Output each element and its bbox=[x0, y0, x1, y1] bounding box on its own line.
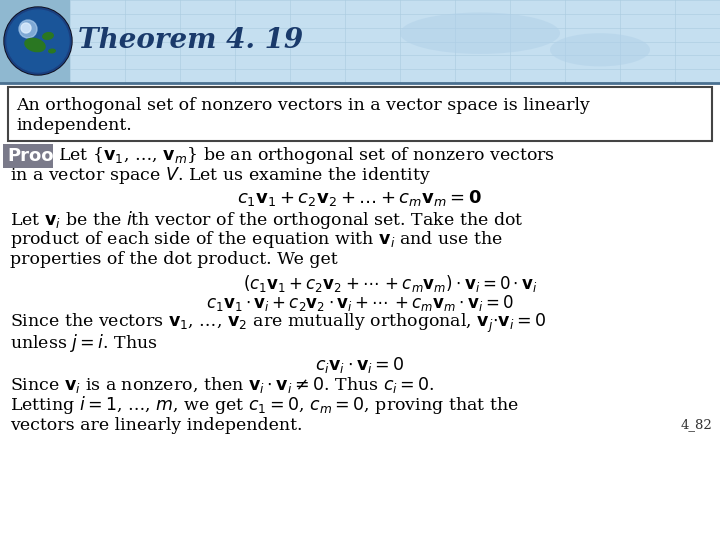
Text: Proof: Proof bbox=[7, 147, 61, 165]
Ellipse shape bbox=[550, 33, 650, 66]
Text: unless $j = i$. Thus: unless $j = i$. Thus bbox=[10, 332, 158, 354]
Text: Since the vectors $\mathbf{v}_1$, …, $\mathbf{v}_2$ are mutually orthogonal, $\m: Since the vectors $\mathbf{v}_1$, …, $\m… bbox=[10, 312, 546, 335]
Text: Theorem 4. 19: Theorem 4. 19 bbox=[78, 28, 303, 55]
Ellipse shape bbox=[400, 12, 560, 54]
Text: $c_1\mathbf{v}_1 + c_2\mathbf{v}_2 + \ldots + c_m\mathbf{v}_m = \mathbf{0}$: $c_1\mathbf{v}_1 + c_2\mathbf{v}_2 + \ld… bbox=[238, 188, 482, 208]
Text: Let {$\mathbf{v}_1$, …, $\mathbf{v}_m$} be an orthogonal set of nonzero vectors: Let {$\mathbf{v}_1$, …, $\mathbf{v}_m$} … bbox=[58, 145, 555, 166]
Text: Let $\mathbf{v}_i$ be the $i$th vector of the orthogonal set. Take the dot: Let $\mathbf{v}_i$ be the $i$th vector o… bbox=[10, 209, 523, 231]
Text: Since $\mathbf{v}_i$ is a nonzero, then $\mathbf{v}_i \cdot \mathbf{v}_i \neq 0$: Since $\mathbf{v}_i$ is a nonzero, then … bbox=[10, 375, 435, 395]
Text: $(c_1\mathbf{v}_1 + c_2\mathbf{v}_2 + \cdots\, + c_m\mathbf{v}_m) \cdot \mathbf{: $(c_1\mathbf{v}_1 + c_2\mathbf{v}_2 + \c… bbox=[243, 273, 537, 294]
Text: Letting $i = 1$, …, $m$, we get $c_1 = 0$, $c_m = 0$, proving that the: Letting $i = 1$, …, $m$, we get $c_1 = 0… bbox=[10, 394, 518, 416]
Circle shape bbox=[19, 20, 37, 38]
Text: product of each side of the equation with $\mathbf{v}_i$ and use the: product of each side of the equation wit… bbox=[10, 230, 503, 251]
Ellipse shape bbox=[42, 32, 54, 40]
Text: properties of the dot product. We get: properties of the dot product. We get bbox=[10, 252, 338, 268]
Circle shape bbox=[21, 23, 31, 33]
Text: vectors are linearly independent.: vectors are linearly independent. bbox=[10, 416, 302, 434]
Ellipse shape bbox=[24, 38, 46, 52]
Text: in a vector space $\it{V}$. Let us examine the identity: in a vector space $\it{V}$. Let us exami… bbox=[10, 165, 431, 186]
Circle shape bbox=[7, 10, 69, 72]
Text: An orthogonal set of nonzero vectors in a vector space is linearly: An orthogonal set of nonzero vectors in … bbox=[16, 97, 590, 114]
Bar bbox=[70, 0, 720, 83]
Text: $c_1\mathbf{v}_1 \cdot \mathbf{v}_i + c_2\mathbf{v}_2 \cdot \mathbf{v}_i + \cdot: $c_1\mathbf{v}_1 \cdot \mathbf{v}_i + c_… bbox=[206, 293, 514, 313]
FancyBboxPatch shape bbox=[8, 87, 712, 141]
Circle shape bbox=[5, 8, 71, 74]
Text: 4_82: 4_82 bbox=[680, 418, 712, 431]
Ellipse shape bbox=[48, 49, 56, 53]
Circle shape bbox=[4, 7, 72, 75]
Bar bbox=[0, 0, 720, 83]
Text: $c_i\mathbf{v}_i \cdot \mathbf{v}_i = 0$: $c_i\mathbf{v}_i \cdot \mathbf{v}_i = 0$ bbox=[315, 355, 405, 375]
Text: independent.: independent. bbox=[16, 117, 132, 134]
Bar bbox=[0, 83, 720, 540]
FancyBboxPatch shape bbox=[3, 144, 53, 168]
